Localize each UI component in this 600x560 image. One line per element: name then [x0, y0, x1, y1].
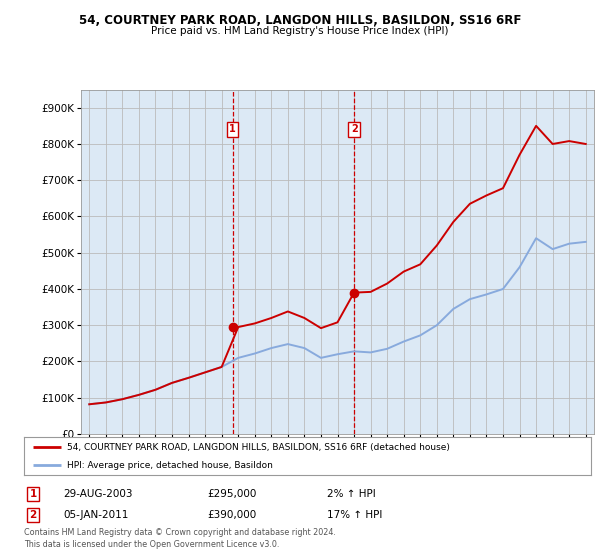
Text: 1: 1: [29, 489, 37, 499]
Text: 2% ↑ HPI: 2% ↑ HPI: [327, 489, 376, 499]
Text: Price paid vs. HM Land Registry's House Price Index (HPI): Price paid vs. HM Land Registry's House …: [151, 26, 449, 36]
Text: £390,000: £390,000: [207, 510, 256, 520]
Text: Contains HM Land Registry data © Crown copyright and database right 2024.
This d: Contains HM Land Registry data © Crown c…: [24, 528, 336, 549]
Text: 54, COURTNEY PARK ROAD, LANGDON HILLS, BASILDON, SS16 6RF (detached house): 54, COURTNEY PARK ROAD, LANGDON HILLS, B…: [67, 443, 449, 452]
Text: £295,000: £295,000: [207, 489, 256, 499]
Text: HPI: Average price, detached house, Basildon: HPI: Average price, detached house, Basi…: [67, 461, 272, 470]
Text: 29-AUG-2003: 29-AUG-2003: [63, 489, 133, 499]
Text: 1: 1: [229, 124, 236, 134]
Text: 2: 2: [29, 510, 37, 520]
Text: 54, COURTNEY PARK ROAD, LANGDON HILLS, BASILDON, SS16 6RF: 54, COURTNEY PARK ROAD, LANGDON HILLS, B…: [79, 14, 521, 27]
Text: 2: 2: [351, 124, 358, 134]
Text: 05-JAN-2011: 05-JAN-2011: [63, 510, 128, 520]
Text: 17% ↑ HPI: 17% ↑ HPI: [327, 510, 382, 520]
